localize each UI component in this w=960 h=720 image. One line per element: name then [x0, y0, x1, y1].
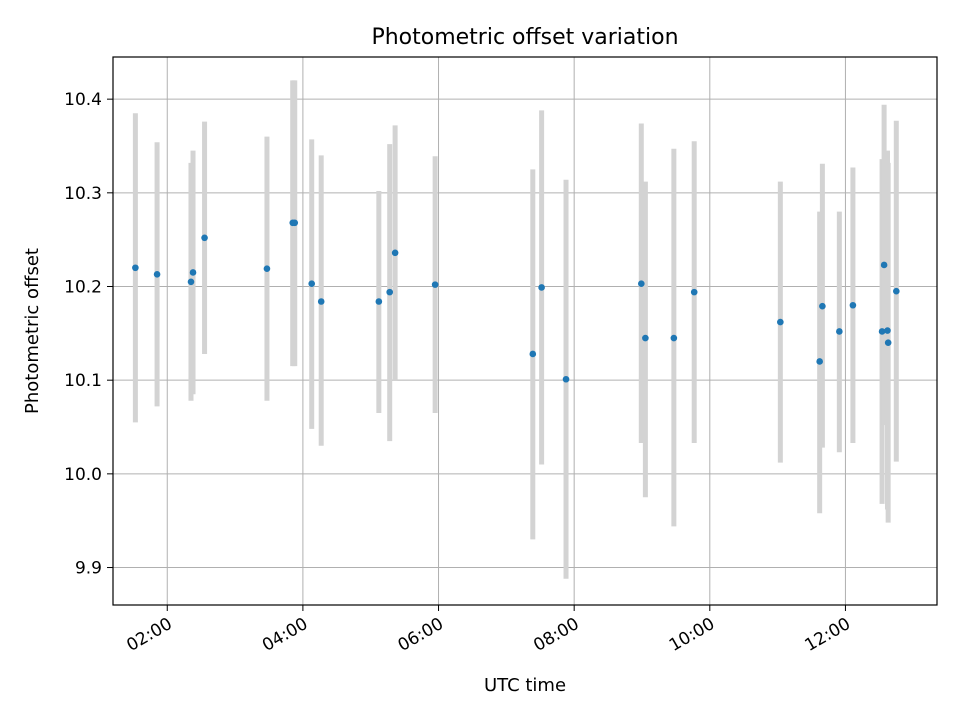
data-point — [690, 288, 698, 296]
y-tick-label: 9.9 — [75, 559, 102, 579]
y-axis-label: Photometric offset — [22, 248, 43, 414]
data-point — [849, 301, 857, 309]
data-point — [819, 302, 826, 310]
y-tick-label: 10.3 — [64, 184, 102, 204]
point-layer — [132, 219, 900, 383]
data-point — [562, 375, 570, 383]
data-point — [291, 219, 299, 227]
data-point — [836, 328, 843, 335]
data-point — [538, 284, 545, 291]
data-point — [777, 318, 784, 326]
data-point — [642, 334, 649, 342]
x-axis-label: UTC time — [484, 675, 566, 696]
data-point — [529, 350, 537, 358]
chart-title: Photometric offset variation — [371, 25, 678, 50]
data-point — [386, 288, 394, 296]
data-point — [308, 280, 316, 287]
data-point — [391, 249, 399, 257]
data-point — [884, 327, 891, 334]
data-point — [132, 264, 139, 272]
data-point — [201, 234, 208, 242]
data-point — [880, 261, 888, 269]
data-point — [317, 298, 325, 305]
data-point — [153, 271, 161, 278]
data-point — [189, 269, 197, 276]
data-point — [884, 339, 892, 347]
y-tick-label: 10.1 — [64, 371, 102, 391]
y-tick-label: 10.2 — [64, 278, 102, 298]
plot-frame — [112, 56, 938, 606]
data-point — [670, 334, 678, 342]
data-point — [263, 265, 271, 273]
y-tick-label: 10.4 — [64, 90, 102, 110]
y-tick-layer: 9.9 10.0 10.1 10.2 10.3 10.4 — [64, 90, 113, 579]
data-point — [893, 287, 900, 295]
data-point — [375, 298, 383, 305]
data-point — [187, 278, 195, 286]
data-point — [638, 280, 645, 287]
data-point — [431, 281, 439, 288]
data-point — [878, 328, 886, 335]
grid-layer — [113, 57, 937, 605]
data-point — [816, 358, 823, 365]
y-tick-label: 10.0 — [64, 465, 102, 485]
